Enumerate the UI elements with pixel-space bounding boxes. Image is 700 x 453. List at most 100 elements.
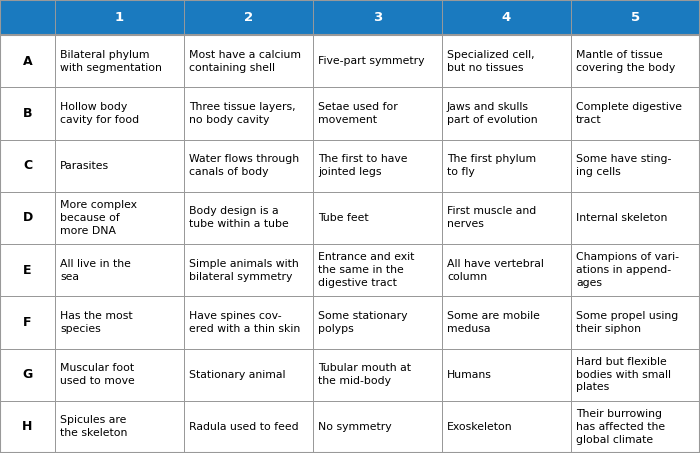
Bar xyxy=(55,348,184,401)
Text: Mantle of tissue
covering the body: Mantle of tissue covering the body xyxy=(576,50,676,72)
Text: Most have a calcium
containing shell: Most have a calcium containing shell xyxy=(189,50,301,72)
Text: The first phylum
to fly: The first phylum to fly xyxy=(447,154,536,177)
Text: Simple animals with
bilateral symmetry: Simple animals with bilateral symmetry xyxy=(189,259,299,281)
Text: Entrance and exit
the same in the
digestive tract: Entrance and exit the same in the digest… xyxy=(318,252,414,288)
Text: Champions of vari-
ations in append-
ages: Champions of vari- ations in append- age… xyxy=(576,252,679,288)
Text: A: A xyxy=(22,55,32,67)
Bar xyxy=(0,296,55,348)
Text: G: G xyxy=(22,368,33,381)
Text: F: F xyxy=(23,316,32,329)
Bar xyxy=(184,244,313,296)
Bar xyxy=(0,140,55,192)
Text: 3: 3 xyxy=(373,11,382,24)
Bar xyxy=(313,87,442,140)
Text: Body design is a
tube within a tube: Body design is a tube within a tube xyxy=(189,207,288,229)
Text: Spicules are
the skeleton: Spicules are the skeleton xyxy=(60,415,127,438)
Text: Hard but flexible
bodies with small
plates: Hard but flexible bodies with small plat… xyxy=(576,357,671,392)
Bar xyxy=(184,296,313,348)
Bar xyxy=(313,296,442,348)
Text: More complex
because of
more DNA: More complex because of more DNA xyxy=(60,200,137,236)
Bar xyxy=(442,244,571,296)
Text: E: E xyxy=(23,264,32,277)
Text: Some stationary
polyps: Some stationary polyps xyxy=(318,311,407,334)
Bar xyxy=(313,401,442,453)
Bar xyxy=(184,348,313,401)
Text: First muscle and
nerves: First muscle and nerves xyxy=(447,207,536,229)
Text: Some have sting-
ing cells: Some have sting- ing cells xyxy=(576,154,671,177)
Text: Parasites: Parasites xyxy=(60,161,109,171)
Bar xyxy=(55,296,184,348)
Bar xyxy=(313,140,442,192)
Text: All have vertebral
column: All have vertebral column xyxy=(447,259,544,281)
Bar xyxy=(442,401,571,453)
Text: Complete digestive
tract: Complete digestive tract xyxy=(576,102,682,125)
Text: Humans: Humans xyxy=(447,370,492,380)
Bar xyxy=(313,348,442,401)
Text: Radula used to feed: Radula used to feed xyxy=(189,422,299,432)
Bar xyxy=(0,244,55,296)
Bar xyxy=(571,348,700,401)
Bar xyxy=(442,296,571,348)
Bar xyxy=(55,244,184,296)
Bar xyxy=(571,401,700,453)
Text: Setae used for
movement: Setae used for movement xyxy=(318,102,398,125)
Bar xyxy=(0,401,55,453)
Text: Some propel using
their siphon: Some propel using their siphon xyxy=(576,311,678,334)
Bar xyxy=(55,140,184,192)
Bar xyxy=(571,87,700,140)
Text: Has the most
species: Has the most species xyxy=(60,311,132,334)
Bar xyxy=(571,296,700,348)
Text: Have spines cov-
ered with a thin skin: Have spines cov- ered with a thin skin xyxy=(189,311,300,334)
Text: The first to have
jointed legs: The first to have jointed legs xyxy=(318,154,407,177)
Text: Muscular foot
used to move: Muscular foot used to move xyxy=(60,363,134,386)
Bar xyxy=(571,35,700,87)
Bar xyxy=(55,35,184,87)
Bar xyxy=(571,192,700,244)
Text: 4: 4 xyxy=(502,11,511,24)
Bar xyxy=(0,35,55,87)
Text: All live in the
sea: All live in the sea xyxy=(60,259,131,281)
Bar xyxy=(442,192,571,244)
Text: Bilateral phylum
with segmentation: Bilateral phylum with segmentation xyxy=(60,50,162,72)
Bar xyxy=(184,140,313,192)
Bar xyxy=(0,87,55,140)
Text: Exoskeleton: Exoskeleton xyxy=(447,422,512,432)
Bar xyxy=(313,192,442,244)
Text: Tube feet: Tube feet xyxy=(318,213,369,223)
Text: 1: 1 xyxy=(115,11,124,24)
Bar xyxy=(0,192,55,244)
Text: Stationary animal: Stationary animal xyxy=(189,370,286,380)
Text: Tubular mouth at
the mid-body: Tubular mouth at the mid-body xyxy=(318,363,411,386)
Text: Three tissue layers,
no body cavity: Three tissue layers, no body cavity xyxy=(189,102,295,125)
Text: Specialized cell,
but no tissues: Specialized cell, but no tissues xyxy=(447,50,535,72)
Bar xyxy=(571,140,700,192)
Text: H: H xyxy=(22,420,33,434)
Text: Their burrowing
has affected the
global climate: Their burrowing has affected the global … xyxy=(576,409,665,445)
Bar xyxy=(184,401,313,453)
Text: Water flows through
canals of body: Water flows through canals of body xyxy=(189,154,299,177)
Bar xyxy=(184,35,313,87)
Bar xyxy=(55,401,184,453)
Bar xyxy=(442,140,571,192)
Bar xyxy=(442,348,571,401)
Text: D: D xyxy=(22,212,33,224)
Bar xyxy=(184,192,313,244)
Text: Five-part symmetry: Five-part symmetry xyxy=(318,56,424,66)
Bar xyxy=(442,35,571,87)
Text: B: B xyxy=(22,107,32,120)
Text: Some are mobile
medusa: Some are mobile medusa xyxy=(447,311,540,334)
Bar xyxy=(0,348,55,401)
Text: Hollow body
cavity for food: Hollow body cavity for food xyxy=(60,102,139,125)
Text: Internal skeleton: Internal skeleton xyxy=(576,213,667,223)
Text: C: C xyxy=(23,159,32,172)
Bar xyxy=(184,87,313,140)
Text: 5: 5 xyxy=(631,11,640,24)
Bar xyxy=(55,87,184,140)
Bar xyxy=(313,244,442,296)
Bar xyxy=(571,244,700,296)
Bar xyxy=(442,87,571,140)
Bar xyxy=(55,192,184,244)
Text: Jaws and skulls
part of evolution: Jaws and skulls part of evolution xyxy=(447,102,538,125)
Text: 2: 2 xyxy=(244,11,253,24)
Bar xyxy=(313,35,442,87)
